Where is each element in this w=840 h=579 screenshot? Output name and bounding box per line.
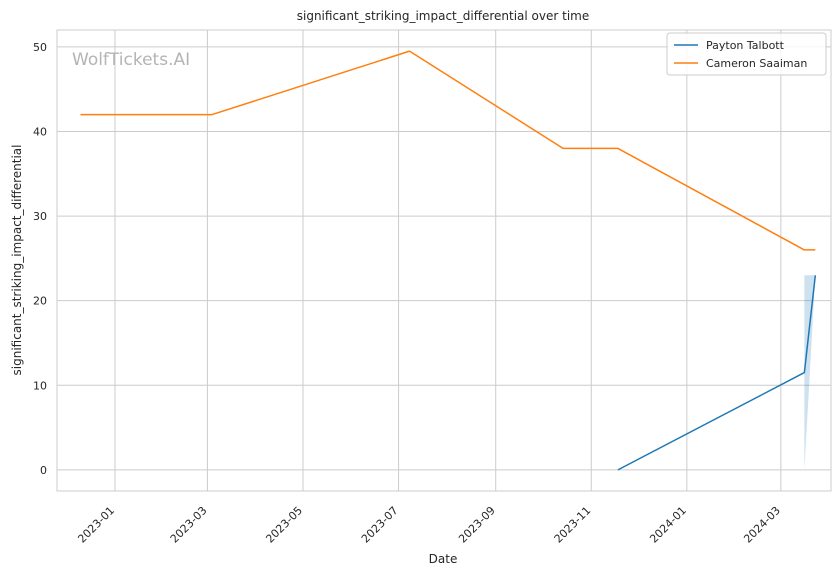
legend-label-payton: Payton Talbott	[706, 39, 785, 52]
confidence-band	[804, 275, 816, 470]
legend-label-cameron: Cameron Saaiman	[706, 57, 807, 70]
series-layer	[80, 50, 817, 471]
watermark: WolfTickets.AI	[72, 50, 190, 70]
x-axis-label: Date	[429, 552, 458, 566]
plot-area	[56, 29, 832, 492]
x-axis: 2023-01 2023-03 2023-05 2023-07 2023-09 2023-…	[75, 504, 783, 546]
x-tick-label: 2024-01	[647, 504, 689, 546]
x-tick-label: 2023-07	[359, 504, 401, 546]
legend-box	[666, 32, 827, 76]
series-line-cameron	[80, 50, 816, 251]
chart-title: significant_striking_impact_differential…	[297, 9, 589, 23]
x-tick-label: 2023-11	[552, 504, 594, 546]
y-tick-label: 20	[33, 295, 47, 308]
y-axis: 0 10 20 30 40 50	[33, 41, 47, 477]
legend: Payton Talbott Cameron Saaiman	[666, 32, 827, 76]
y-tick-label: 40	[33, 126, 47, 139]
y-tick-label: 10	[33, 379, 47, 392]
x-tick-label: 2023-05	[263, 504, 305, 546]
y-tick-label: 0	[40, 464, 47, 477]
y-axis-label: significant_striking_impact_differential	[10, 145, 24, 376]
y-tick-label: 30	[33, 210, 47, 223]
grid	[57, 30, 831, 491]
y-tick-label: 50	[33, 41, 47, 54]
x-tick-label: 2023-09	[456, 504, 498, 546]
series-line-payton	[617, 275, 817, 471]
x-tick-label: 2024-03	[741, 504, 783, 546]
x-tick-label: 2023-01	[75, 504, 117, 546]
x-tick-label: 2023-03	[168, 504, 210, 546]
